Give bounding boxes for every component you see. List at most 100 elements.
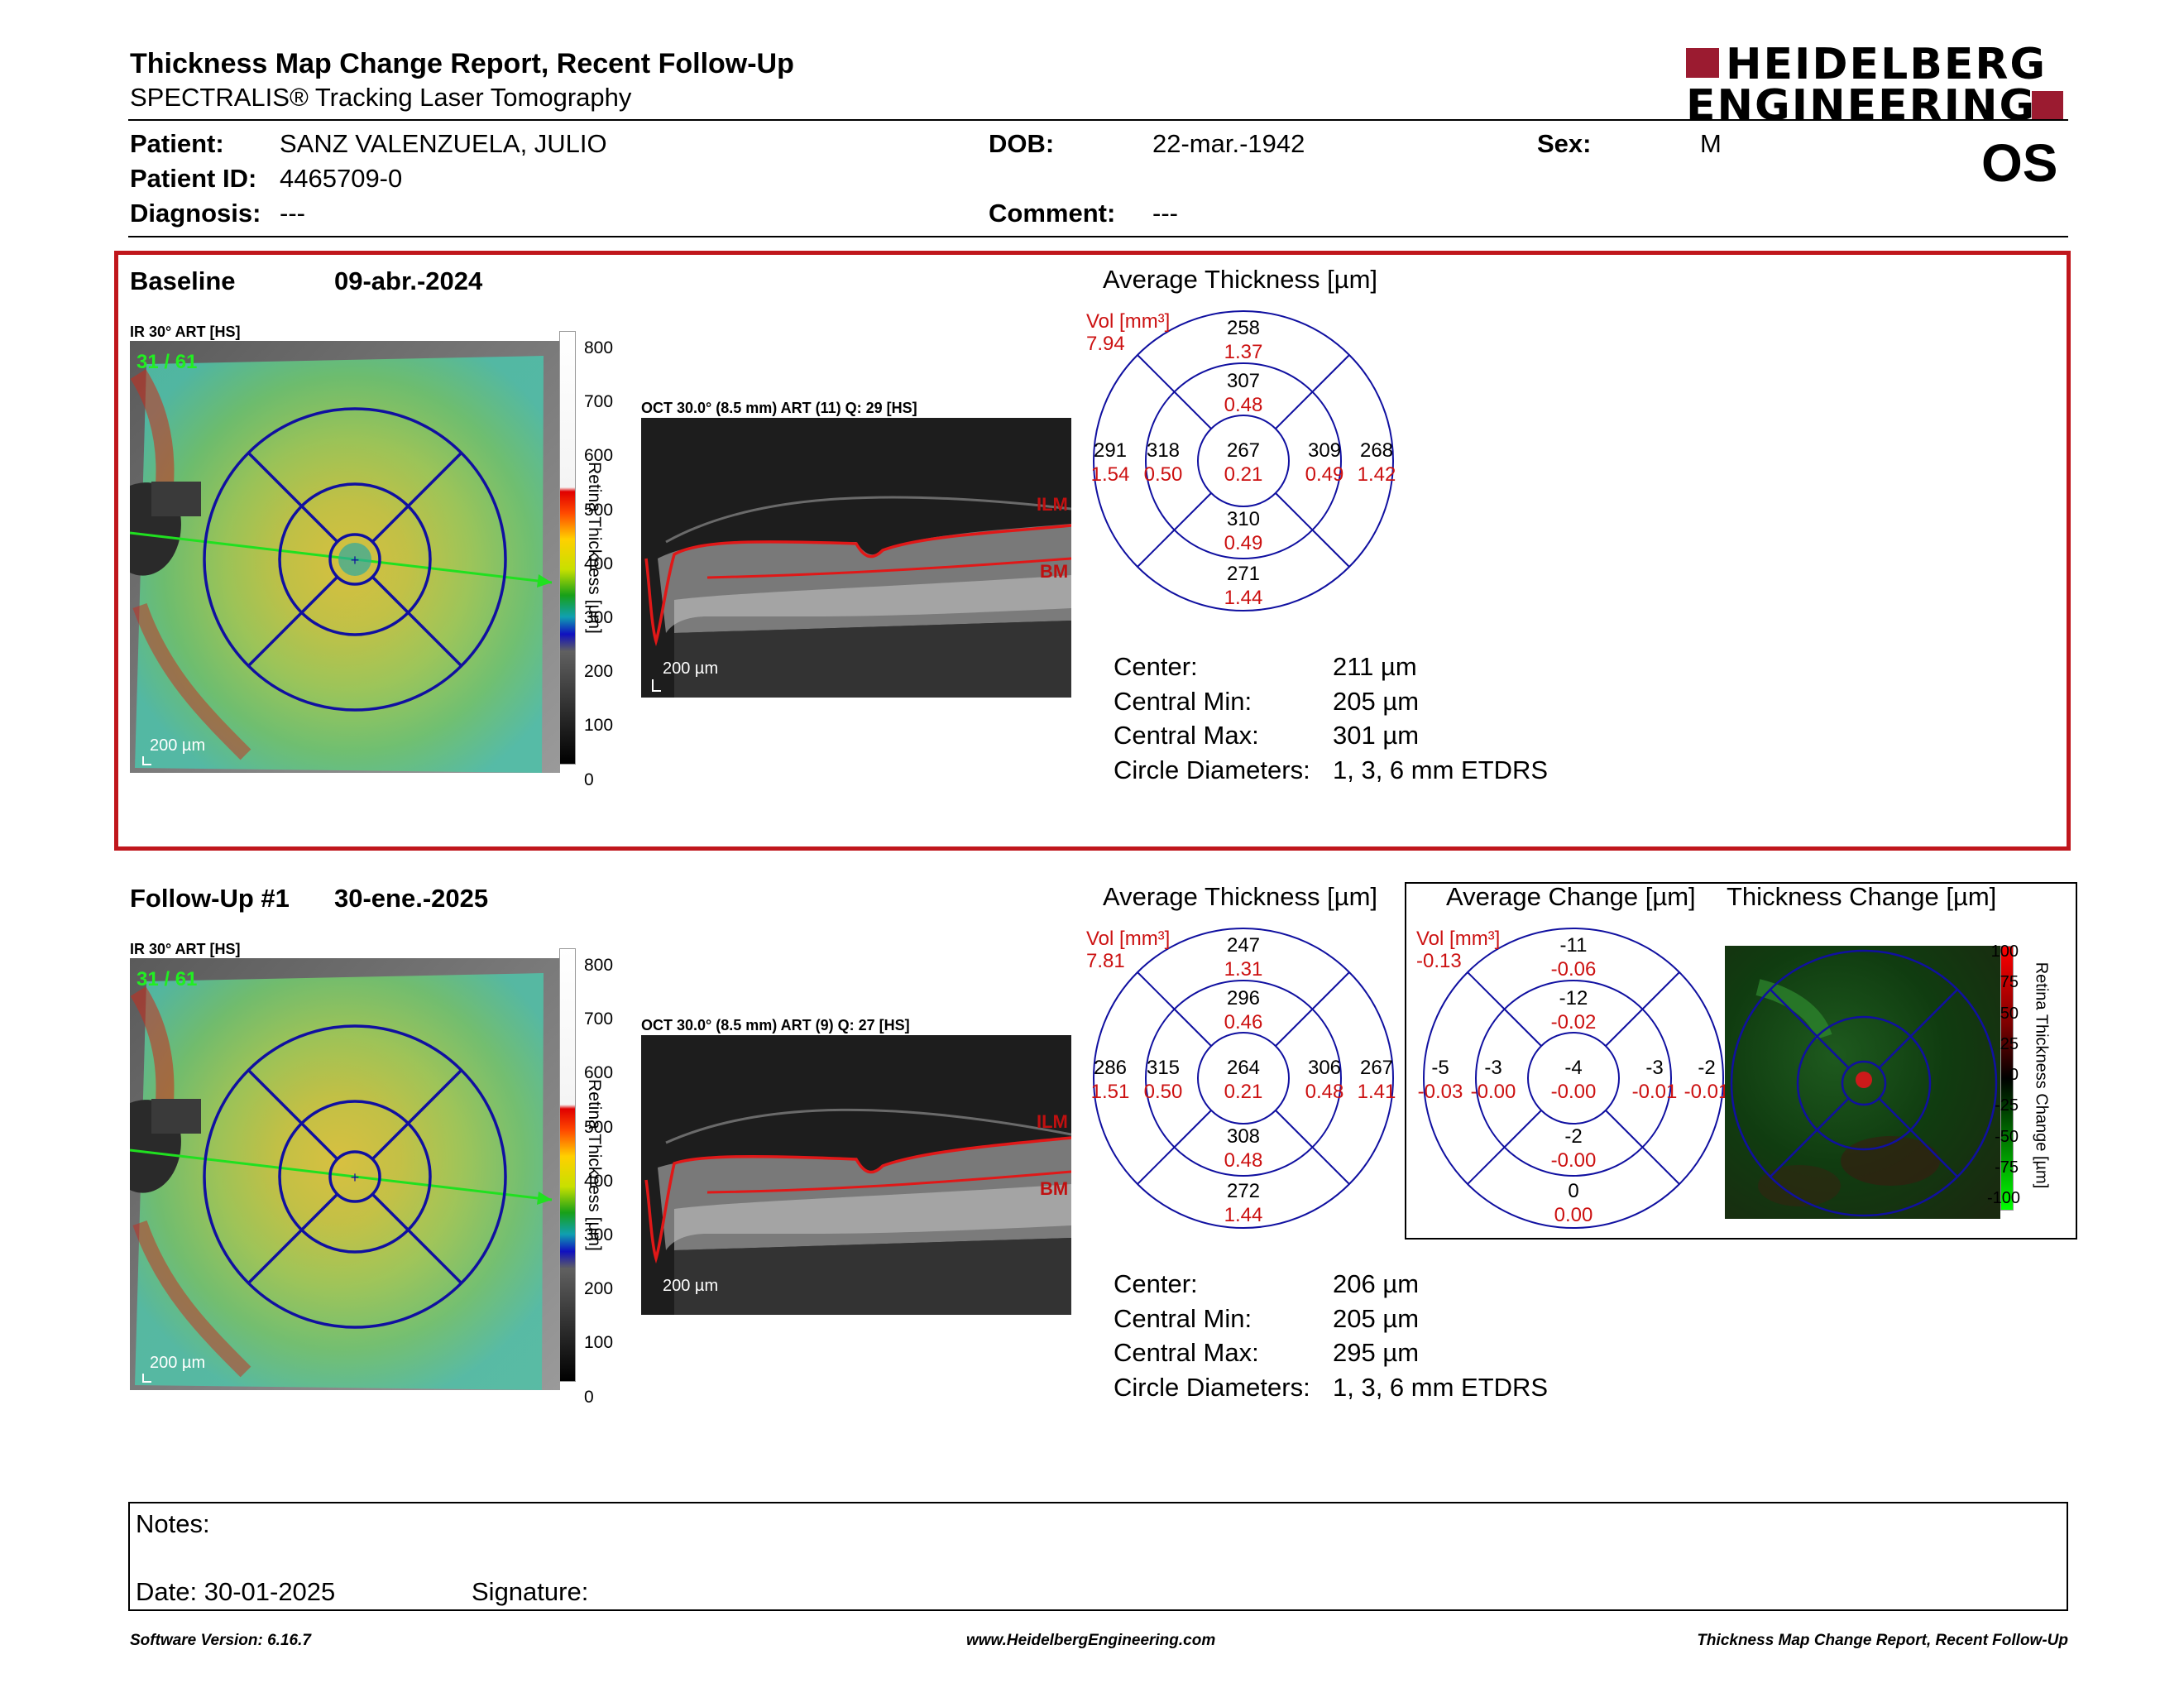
followup-date: 30-ene.-2025 [334, 884, 489, 913]
sector-inferior-outer: 271 1.44 [1224, 563, 1263, 609]
sector-center: 267 0.21 [1224, 439, 1263, 486]
thickness-colorbar [559, 948, 576, 1382]
dob: 22-mar.-1942 [1152, 129, 1305, 158]
software-version: Software Version: 6.16.7 [130, 1632, 311, 1649]
diagnosis-label: Diagnosis: [130, 199, 261, 228]
comment-label: Comment: [989, 199, 1116, 228]
change-etdrs-grid: Vol [mm³] -0.13 -11 -0.06 -12 -0.02 -5 -0.03… [1416, 928, 1735, 1234]
patient-name: SANZ VALENZUELA, JULIO [280, 129, 607, 158]
change-colorbar [2000, 946, 2014, 1211]
sector-temporal-inner: 309 0.49 [1305, 439, 1344, 486]
ilm-label: ILM [1037, 494, 1068, 515]
stats-labels: Center: Central Min: Central Max: Circle Di… [1114, 652, 1310, 784]
baseline-label: Baseline [130, 266, 236, 295]
patient-label: Patient: [130, 129, 224, 158]
bm-label: BM [1040, 561, 1069, 582]
sector-superior-inner: 307 0.48 [1224, 370, 1263, 416]
notes-box [128, 1502, 2068, 1611]
dob-label: DOB: [989, 129, 1055, 158]
sector-superior-outer: 258 1.37 [1224, 317, 1263, 363]
svg-text:+: + [351, 552, 360, 568]
sector-nasal-inner: 315 0.50 [1143, 1057, 1183, 1103]
baseline-frame [114, 251, 2071, 851]
sector-nasal-inner: 318 0.50 [1143, 439, 1183, 486]
sector-temporal-outer: 267 1.41 [1357, 1057, 1396, 1103]
patient-id-label: Patient ID: [130, 164, 257, 193]
change-colorbar-title: Retina Thickness Change [µm] [2032, 961, 2051, 1189]
sector-inferior-inner: 308 0.48 [1224, 1125, 1263, 1172]
thickness-change-map [1725, 946, 2000, 1219]
patient-divider [128, 236, 2068, 237]
baseline-date: 09-abr.-2024 [334, 266, 483, 295]
bm-label: BM [1040, 1178, 1069, 1199]
scale-bar-label: 200 µm [150, 1354, 206, 1372]
sector-center: 264 0.21 [1224, 1057, 1263, 1103]
avg-change-title: Average Change [µm] [1446, 882, 1696, 911]
patient-id: 4465709-0 [280, 164, 403, 193]
change-center: -4 -0.00 [1550, 1057, 1597, 1103]
frame-counter: 31 / 61 [136, 351, 198, 373]
sex-label: Sex: [1537, 129, 1592, 158]
heidelberg-logo: HEIDELBERG ENGINEERING [1686, 43, 2067, 134]
change-inferior-outer: 0 0.00 [1554, 1180, 1593, 1226]
etdrs-grid: Vol [mm³] 7.94 258 1.37 307 0.48 291 1.54 31… [1086, 310, 1405, 616]
scale-bar-label: 200 µm [150, 736, 206, 755]
thickness-colorbar [559, 331, 576, 765]
oct-scale-label: 200 µm [663, 1277, 719, 1295]
change-inferior-inner: -2 -0.00 [1550, 1125, 1597, 1172]
header-divider [128, 119, 2068, 121]
change-panel [1405, 882, 2077, 1240]
stats-labels: Center: Central Min: Central Max: Circle Di… [1114, 1269, 1310, 1402]
sex: M [1700, 129, 1722, 158]
change-temporal-outer: -2 -0.01 [1684, 1057, 1730, 1103]
report-title: Thickness Map Change Report, Recent Foll… [130, 48, 794, 79]
footer-url: www.HeidelbergEngineering.com [966, 1632, 1216, 1649]
diagnosis: --- [280, 199, 305, 228]
colorbar-title: Retina Thickness [µm] [584, 462, 604, 634]
ilm-label: ILM [1037, 1111, 1068, 1132]
footer-report-name: Thickness Map Change Report, Recent Foll… [1697, 1632, 2068, 1649]
signature-label: Signature: [472, 1577, 589, 1606]
eye-label: OS [1981, 133, 2058, 193]
report-subtitle: SPECTRALIS® Tracking Laser Tomography [130, 83, 632, 112]
vol-label: Vol [mm³] 7.94 [1086, 310, 1171, 355]
sector-nasal-outer: 291 1.54 [1090, 439, 1130, 486]
notes-date: Date: 30-01-2025 [136, 1577, 336, 1606]
oct-image-label: OCT 30.0° (8.5 mm) ART (9) Q: 27 [HS] [641, 1017, 910, 1033]
ir-thickness-map: + 31 / 61 200 µm [129, 341, 560, 773]
oct-image-label: OCT 30.0° (8.5 mm) ART (11) Q: 29 [HS] [641, 400, 917, 416]
change-superior-outer: -11 -0.06 [1550, 934, 1597, 981]
change-superior-inner: -12 -0.02 [1550, 987, 1597, 1033]
ir-thickness-map: + 31 / 61 200 µm [129, 958, 560, 1390]
sector-superior-outer: 247 1.31 [1224, 934, 1263, 981]
comment: --- [1152, 199, 1178, 228]
oct-bscan: ILM BM 200 µm [641, 1035, 1072, 1315]
oct-bscan: ILM BM 200 µm [641, 418, 1072, 698]
oct-scale-label: 200 µm [663, 659, 719, 678]
avg-thickness-title: Average Thickness [µm] [1103, 882, 1378, 911]
sector-inferior-outer: 272 1.44 [1224, 1180, 1263, 1226]
change-temporal-inner: -3 -0.01 [1631, 1057, 1678, 1103]
change-colorbar-ticks: 100 75 50 25 0 -25 -50 -75 -100 [1987, 942, 2021, 1208]
change-nasal-outer: -5 -0.03 [1417, 1057, 1463, 1103]
sector-nasal-outer: 286 1.51 [1090, 1057, 1130, 1103]
svg-text:+: + [351, 1169, 360, 1186]
colorbar-ticks: 800 700 600 500 400 300 200 100 0 [584, 338, 614, 789]
frame-counter: 31 / 61 [136, 968, 198, 990]
sector-inferior-inner: 310 0.49 [1224, 508, 1263, 554]
avg-thickness-title: Average Thickness [µm] [1103, 265, 1378, 294]
change-vol-label: Vol [mm³] -0.13 [1416, 928, 1501, 972]
stats-values: 206 µm 205 µm 295 µm 1, 3, 6 mm ETDRS [1333, 1269, 1549, 1402]
vol-label: Vol [mm³] 7.81 [1086, 928, 1171, 972]
sector-temporal-inner: 306 0.48 [1305, 1057, 1344, 1103]
followup-label: Follow-Up #1 [130, 884, 290, 913]
ir-image-label: IR 30° ART [HS] [130, 324, 241, 340]
notes-label: Notes: [136, 1509, 210, 1538]
colorbar-title: Retina Thickness [µm] [584, 1079, 604, 1251]
etdrs-grid: Vol [mm³] 7.81 247 1.31 296 0.46 286 1.51 31… [1086, 928, 1405, 1234]
ir-image-label: IR 30° ART [HS] [130, 941, 241, 957]
change-nasal-inner: -3 -0.00 [1470, 1057, 1516, 1103]
stats-values: 211 µm 205 µm 301 µm 1, 3, 6 mm ETDRS [1333, 652, 1549, 784]
sector-temporal-outer: 268 1.42 [1357, 439, 1396, 486]
colorbar-ticks: 800 700 600 500 400 300 200 100 0 [584, 956, 614, 1407]
